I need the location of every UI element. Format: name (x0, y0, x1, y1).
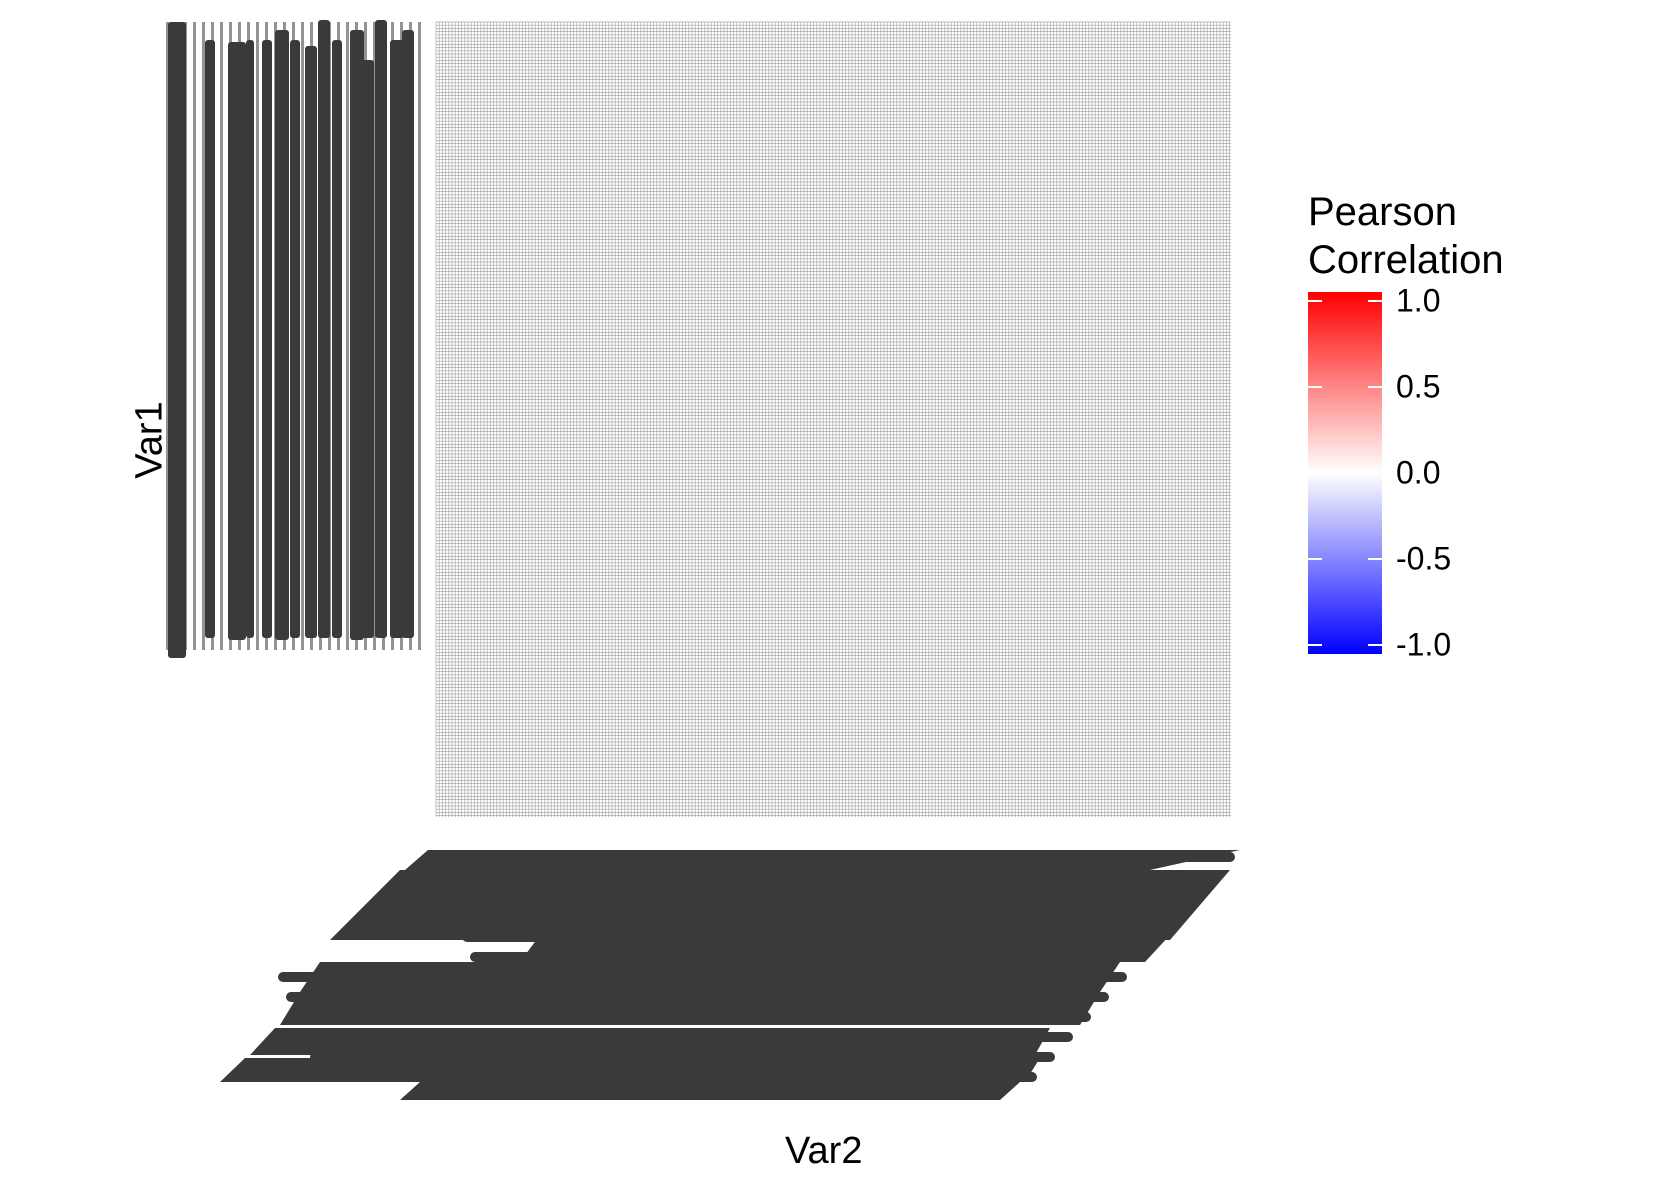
y-axis-title: Var1 (128, 401, 171, 479)
y-tick-labels-overplot (319, 22, 322, 650)
y-tick-labels-overplot (328, 22, 331, 650)
y-tick-labels-overplot (184, 22, 187, 650)
y-tick-labels-overplot (375, 20, 387, 638)
x-tick-labels-overplot (430, 852, 1235, 862)
y-tick-labels-overplot (228, 42, 246, 640)
x-tick-labels-overplot (470, 952, 1145, 962)
y-tick-labels-overplot (310, 22, 313, 650)
y-tick-labels-overplot (400, 22, 403, 650)
y-tick-labels-overplot (283, 22, 286, 650)
y-tick-labels-overplot (247, 22, 250, 650)
y-tick-labels-overplot (229, 22, 232, 650)
y-tick-labels-overplot (275, 30, 289, 640)
y-tick-labels-overplot (301, 22, 304, 650)
heatmap-panel (436, 22, 1231, 817)
y-tick-labels-overplot (382, 22, 385, 650)
y-tick-labels-overplot (256, 22, 259, 650)
x-tick-labels-overplot (302, 1032, 1073, 1042)
y-tick-labels-overplot (220, 22, 223, 650)
y-tick-labels-overplot (193, 22, 196, 650)
y-tick-labels-overplot (373, 22, 376, 650)
legend-tick-label: 0.5 (1396, 368, 1441, 405)
y-tick-labels-overplot (391, 22, 394, 650)
x-tick-labels-overplot (400, 1082, 1020, 1100)
legend-title-line-1: Pearson (1308, 190, 1457, 234)
legend-title-line-2: Correlation (1308, 238, 1504, 282)
y-tick-labels-overplot (337, 22, 340, 650)
x-tick-labels-overplot (318, 1072, 1037, 1082)
y-tick-labels-overplot (418, 22, 421, 650)
x-tick-labels-overplot (278, 972, 1127, 982)
y-tick-labels-overplot (292, 22, 295, 650)
x-tick-labels-overplot (286, 992, 1109, 1002)
y-tick-labels-overplot (274, 22, 277, 650)
y-tick-labels-overplot (402, 30, 414, 638)
legend-tick-label: -0.5 (1396, 540, 1452, 577)
y-tick-labels-overplot (346, 22, 349, 650)
y-tick-labels-overplot (166, 22, 169, 650)
y-tick-labels-overplot (364, 22, 367, 650)
x-tick-labels-overplot (438, 872, 1217, 882)
legend-title: Pearson Correlation (1308, 188, 1504, 284)
y-tick-labels-overplot (202, 22, 205, 650)
x-tick-labels-overplot (462, 932, 1163, 942)
y-tick-labels-overplot (175, 22, 178, 650)
y-tick-labels-overplot (362, 60, 374, 638)
y-tick-labels-overplot (211, 22, 214, 650)
x-axis-title: Var2 (785, 1130, 863, 1172)
legend-tick-label: 1.0 (1396, 282, 1441, 319)
x-tick-labels-overplot (454, 912, 1181, 922)
heatmap-cells (435, 21, 1231, 817)
legend-tick-label: 0.0 (1396, 454, 1441, 491)
y-tick-labels-overplot (355, 22, 358, 650)
y-tick-labels-overplot (409, 22, 412, 650)
x-tick-labels-overplot (294, 1012, 1091, 1022)
y-tick-labels-overplot (238, 22, 241, 650)
x-tick-labels-overplot (446, 892, 1199, 902)
legend-tick-label: -1.0 (1396, 626, 1452, 663)
x-tick-labels-overplot (310, 1052, 1055, 1062)
y-tick-labels-overplot (265, 22, 268, 650)
